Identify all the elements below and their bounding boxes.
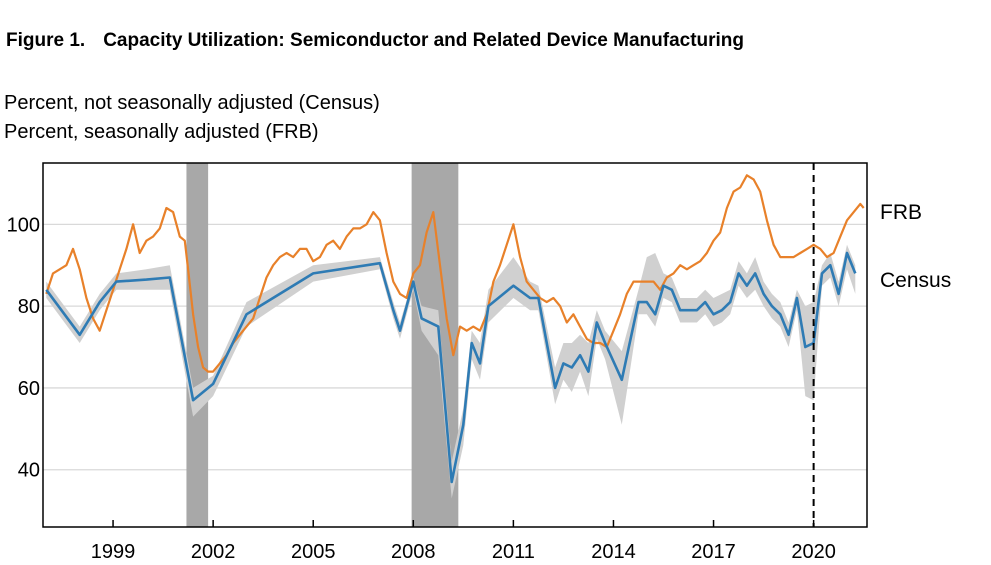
x-tick-label-2014: 2014 <box>591 541 636 563</box>
x-tick-label-2017: 2017 <box>691 541 736 563</box>
x-tick-label-2002: 2002 <box>191 541 236 563</box>
plot-border <box>42 162 868 528</box>
y-tick-label-100: 100 <box>7 214 40 236</box>
census-series-label: Census <box>880 269 951 292</box>
figure-title-text: Capacity Utilization: Semiconductor and … <box>103 30 745 51</box>
series-lines <box>45 174 865 484</box>
census-range-band <box>46 244 856 499</box>
x-tick-label-1999: 1999 <box>91 541 136 563</box>
y-tick-label-80: 80 <box>18 296 40 318</box>
x-tick-label-2005: 2005 <box>291 541 336 563</box>
x-tick-label-2008: 2008 <box>391 541 436 563</box>
unit-label-frb: Percent, seasonally adjusted (FRB) <box>4 121 319 143</box>
x-tick-label-2020: 2020 <box>791 541 836 563</box>
x-tick-label-2011: 2011 <box>492 541 535 563</box>
axis-ticks: 40 60 80 100 1999 2002 2005 2008 2011 2014 2017 202… <box>7 214 836 563</box>
figure-title: Figure 1. Capacity Utilization: Semicondu… <box>6 30 744 52</box>
series-labels: FRB Census <box>880 201 951 292</box>
y-tick-label-40: 40 <box>18 460 40 482</box>
figure-number: Figure 1. <box>6 30 86 51</box>
census-band <box>46 244 856 499</box>
census-line <box>45 251 857 484</box>
unit-label-census: Percent, not seasonally adjusted (Census… <box>4 92 380 114</box>
plot-frame <box>42 162 868 528</box>
frb-line <box>45 174 865 373</box>
y-tick-label-60: 60 <box>18 378 40 400</box>
frb-series-label: FRB <box>880 201 922 224</box>
